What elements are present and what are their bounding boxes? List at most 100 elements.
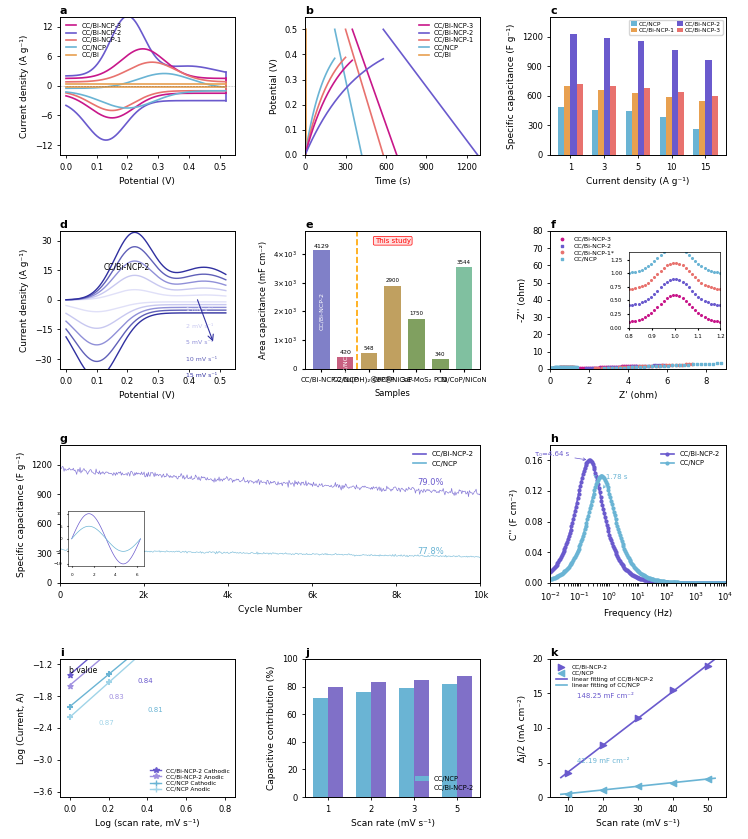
CC/Bi-NCP-1* [547, 362, 559, 375]
linear fitting of CC/Bi-NCP-2 [685, 674, 694, 684]
CC/Bi-NCP-2 [560, 361, 572, 374]
Point [156, 623, 168, 637]
linear fitting of CC/NCP [562, 789, 571, 799]
CC/Bi-NCP-3 [610, 360, 622, 373]
CC/Bi-NCP-2 [631, 359, 643, 373]
linear fitting of CC/Bi-NCP-2 [638, 710, 647, 720]
CC/NCP [578, 530, 587, 540]
CC/NCP [638, 360, 650, 373]
CC/NCP [561, 360, 573, 373]
linear fitting of CC/Bi-NCP-2 [669, 685, 678, 696]
linear fitting of CC/Bi-NCP-2 [698, 664, 707, 674]
CC/Bi-NCP-3 [560, 362, 572, 375]
CC/Bi-NCP-1* [566, 360, 578, 373]
CC/Bi-NCP-1* [673, 358, 685, 372]
CC/Bi-NCP-2 [580, 362, 592, 375]
CC/Bi-NCP-3 [558, 362, 570, 375]
linear fitting of CC/Bi-NCP-2 [572, 760, 581, 770]
linear fitting of CC/NCP [601, 784, 610, 795]
linear fitting of CC/Bi-NCP-2 [585, 751, 594, 761]
linear fitting of CC/NCP [663, 778, 672, 788]
Point [156, 628, 168, 642]
CC/Bi-NCP-2 [621, 360, 633, 373]
CC/Bi-NCP-2 [702, 659, 714, 673]
CC/Bi-NCP-1* [554, 361, 566, 374]
CC/Bi-NCP-1* [548, 362, 560, 375]
CC/NCP [558, 360, 570, 373]
Y-axis label: Area capacitance (mF cm⁻²): Area capacitance (mF cm⁻²) [259, 241, 268, 359]
CC/Bi-NCP-2 [555, 361, 567, 374]
CC/NCP [598, 362, 610, 375]
Text: 10 mV s⁻¹: 10 mV s⁻¹ [186, 357, 217, 362]
CC/Bi-NCP-2 [554, 362, 566, 375]
CC/NCP [695, 357, 707, 371]
linear fitting of CC/NCP [569, 788, 578, 798]
CC/Bi-NCP-1* [552, 361, 564, 374]
Text: This study: This study [375, 237, 411, 244]
linear fitting of CC/Bi-NCP-2 [660, 693, 669, 703]
Bar [699, 102, 705, 155]
Legend: CC/Bi-NCP-3, CC/Bi-NCP-2, CC/Bi-NCP-1, CC/NCP, CC/Bi: CC/Bi-NCP-3, CC/Bi-NCP-2, CC/Bi-NCP-1, C… [416, 20, 477, 60]
CC/Bi-NCP-3 [559, 362, 571, 375]
CC/Bi-NCP-3 [553, 362, 565, 375]
CC/Bi-NCP-1* [596, 362, 608, 375]
CC/Bi-NCP-2 [552, 362, 564, 375]
linear fitting of CC/Bi-NCP-2 [708, 656, 717, 666]
CC/NCP [699, 357, 711, 371]
linear fitting of CC/NCP [672, 777, 681, 787]
Point [196, 593, 208, 607]
Text: 3544: 3544 [457, 260, 471, 264]
CC/Bi-NCP-2 [578, 469, 587, 479]
CC/Bi-NCP-2 [552, 362, 564, 375]
linear fitting of CC/NCP [588, 786, 597, 796]
linear fitting of CC/NCP [651, 779, 660, 789]
Line: CC/NCP: CC/NCP [549, 474, 727, 585]
CC/Bi-NCP-2 [555, 361, 567, 374]
CC/Bi-NCP-1* [552, 361, 564, 374]
CC/Bi-NCP-2 [550, 362, 562, 375]
linear fitting of CC/NCP [695, 775, 704, 785]
linear fitting of CC/Bi-NCP-2 [705, 659, 714, 669]
CC/NCP [551, 361, 563, 374]
CC/Bi-NCP-1* [553, 361, 565, 374]
Bar [414, 680, 429, 797]
linear fitting of CC/Bi-NCP-2 [616, 727, 625, 737]
CC/Bi-NCP-1* [549, 362, 561, 375]
CC/Bi-NCP-2 [637, 359, 649, 373]
CC/NCP [570, 360, 582, 373]
linear fitting of CC/Bi-NCP-2 [581, 753, 590, 763]
CC/NCP [562, 787, 574, 800]
CC/Bi-NCP-2 [650, 358, 662, 372]
CC/NCP [544, 362, 556, 375]
Point [64, 668, 76, 681]
CC/NCP [663, 359, 675, 373]
CC/Bi-NCP-3 [600, 361, 612, 374]
linear fitting of CC/NCP [679, 776, 688, 786]
CC/NCP [553, 361, 565, 374]
X-axis label: Time (s): Time (s) [375, 177, 411, 186]
CC/Bi-NCP-2 [553, 362, 565, 375]
CC/Bi-NCP-2 [557, 361, 568, 374]
CC/NCP [602, 362, 614, 375]
Text: 15 mV s⁻¹: 15 mV s⁻¹ [186, 373, 217, 378]
CC/Bi-NCP-2 [586, 362, 598, 375]
linear fitting of CC/NCP [676, 777, 685, 787]
CC/NCP [690, 357, 702, 371]
CC/Bi-NCP-2 [551, 362, 563, 375]
linear fitting of CC/Bi-NCP-2 [610, 732, 619, 742]
linear fitting of CC/Bi-NCP-2 [607, 734, 616, 744]
Text: 79.0%: 79.0% [417, 478, 444, 487]
CC/Bi-NCP-3 [556, 362, 568, 375]
CC/Bi-NCP-3 [630, 359, 642, 373]
linear fitting of CC/NCP [660, 779, 669, 789]
CC/Bi-NCP-1* [549, 362, 561, 375]
CC/Bi-NCP-3 [624, 359, 636, 373]
Line: linear fitting of CC/Bi-NCP-2: linear fitting of CC/Bi-NCP-2 [561, 659, 715, 778]
CC/Bi-NCP-3 [598, 361, 610, 374]
CC/NCP [544, 362, 556, 376]
CC/Bi-NCP-1* [565, 360, 577, 373]
CC/Bi-NCP-1* [649, 359, 661, 373]
CC/Bi-NCP-1* [561, 361, 573, 374]
CC/Bi-NCP-3 [616, 360, 628, 373]
Point [103, 675, 115, 689]
